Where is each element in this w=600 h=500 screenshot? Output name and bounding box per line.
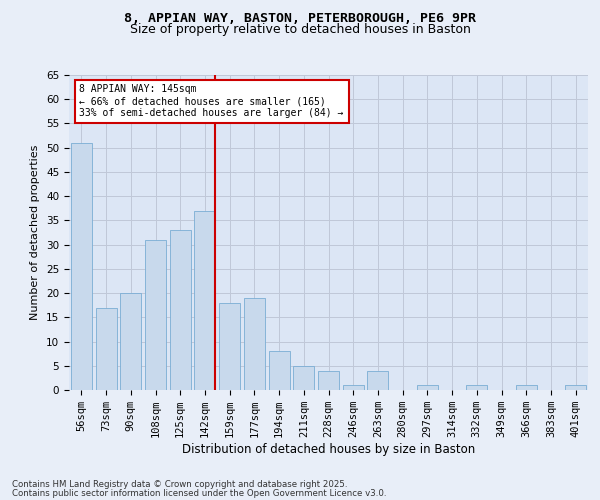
Bar [269, 351, 290, 390]
Bar [95, 308, 116, 390]
Bar [516, 385, 537, 390]
Bar [219, 303, 240, 390]
Text: 8, APPIAN WAY, BASTON, PETERBOROUGH, PE6 9PR: 8, APPIAN WAY, BASTON, PETERBOROUGH, PE6… [124, 12, 476, 26]
Bar [367, 370, 388, 390]
Bar [565, 385, 586, 390]
Text: Contains public sector information licensed under the Open Government Licence v3: Contains public sector information licen… [12, 488, 386, 498]
Bar [318, 370, 339, 390]
Bar [71, 143, 92, 390]
Bar [194, 210, 215, 390]
Bar [466, 385, 487, 390]
X-axis label: Distribution of detached houses by size in Baston: Distribution of detached houses by size … [182, 443, 475, 456]
Bar [120, 293, 141, 390]
Bar [244, 298, 265, 390]
Y-axis label: Number of detached properties: Number of detached properties [31, 145, 40, 320]
Text: Size of property relative to detached houses in Baston: Size of property relative to detached ho… [130, 22, 470, 36]
Text: 8 APPIAN WAY: 145sqm
← 66% of detached houses are smaller (165)
33% of semi-deta: 8 APPIAN WAY: 145sqm ← 66% of detached h… [79, 84, 344, 117]
Bar [145, 240, 166, 390]
Bar [293, 366, 314, 390]
Bar [343, 385, 364, 390]
Bar [170, 230, 191, 390]
Bar [417, 385, 438, 390]
Text: Contains HM Land Registry data © Crown copyright and database right 2025.: Contains HM Land Registry data © Crown c… [12, 480, 347, 489]
